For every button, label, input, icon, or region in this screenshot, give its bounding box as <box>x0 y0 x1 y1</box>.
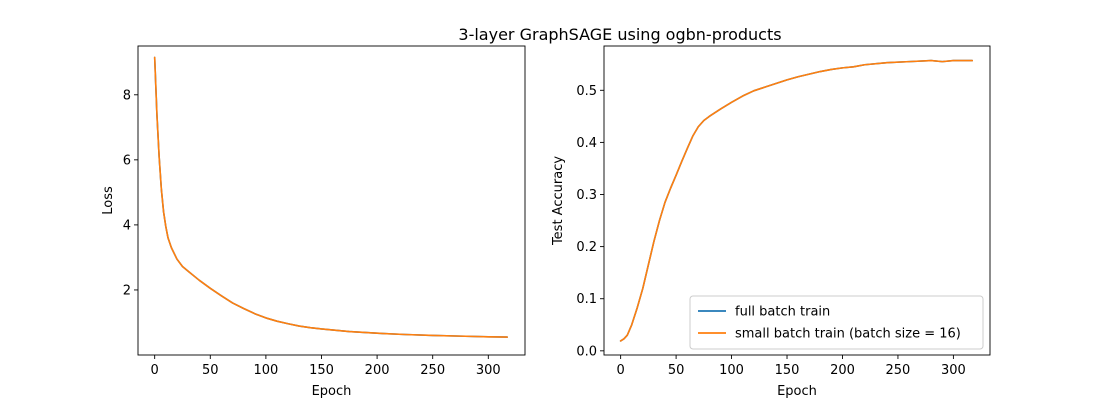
x-tick-label: 300 <box>476 363 501 378</box>
legend: full batch train small batch train (batch… <box>689 295 984 350</box>
x-tick-label: 300 <box>941 363 966 378</box>
y-tick-label: 0.4 <box>576 136 597 151</box>
x-tick-label: 150 <box>775 363 800 378</box>
axes-frame <box>137 45 526 356</box>
loss-chart: 0 50 100 150 200 250 300 2 4 6 8 Epoch Loss <box>101 45 526 399</box>
y-tick-label: 0.2 <box>576 240 597 255</box>
x-tick-label: 0 <box>616 363 624 378</box>
x-tick-label: 250 <box>886 363 911 378</box>
y-tick-label: 2 <box>123 283 131 298</box>
x-tick-label: 0 <box>151 363 159 378</box>
legend-entry-0: full batch train <box>735 305 830 320</box>
x-axis-label: Epoch <box>312 384 352 399</box>
y-tick-label: 0.3 <box>576 188 597 203</box>
legend-box <box>689 295 984 350</box>
accuracy-chart: 0 50 100 150 200 250 300 0.0 0.1 0.2 0.3 0.4 0.5 Epoc… <box>551 45 991 399</box>
y-tick-label: 8 <box>123 88 131 103</box>
y-tick-label: 0.1 <box>576 292 597 307</box>
x-tick-label: 100 <box>719 363 744 378</box>
x-tick-label: 200 <box>365 363 390 378</box>
x-tick-label: 100 <box>253 363 278 378</box>
x-tick-label: 50 <box>202 363 219 378</box>
plot-area <box>619 59 974 342</box>
y-tick-label: 0.5 <box>576 84 597 99</box>
axes-frame <box>603 45 991 356</box>
y-axis-label: Loss <box>101 186 116 215</box>
legend-entry-1: small batch train (batch size = 16) <box>735 327 961 342</box>
figure-title: 3-layer GraphSAGE using ogbn-products <box>458 25 781 44</box>
y-tick-label: 6 <box>123 153 131 168</box>
series-line-1 <box>153 56 509 338</box>
y-tick-label: 0.0 <box>576 344 597 359</box>
y-axis-label: Test Accuracy <box>551 156 566 246</box>
x-tick-label: 50 <box>668 363 685 378</box>
x-tick-label: 150 <box>309 363 334 378</box>
x-axis-label: Epoch <box>777 384 817 399</box>
x-tick-label: 200 <box>830 363 855 378</box>
x-tick-label: 250 <box>420 363 445 378</box>
plot-area <box>153 56 509 338</box>
series-line-1 <box>619 59 974 342</box>
y-tick-label: 4 <box>123 218 131 233</box>
series-line-0 <box>153 56 509 338</box>
